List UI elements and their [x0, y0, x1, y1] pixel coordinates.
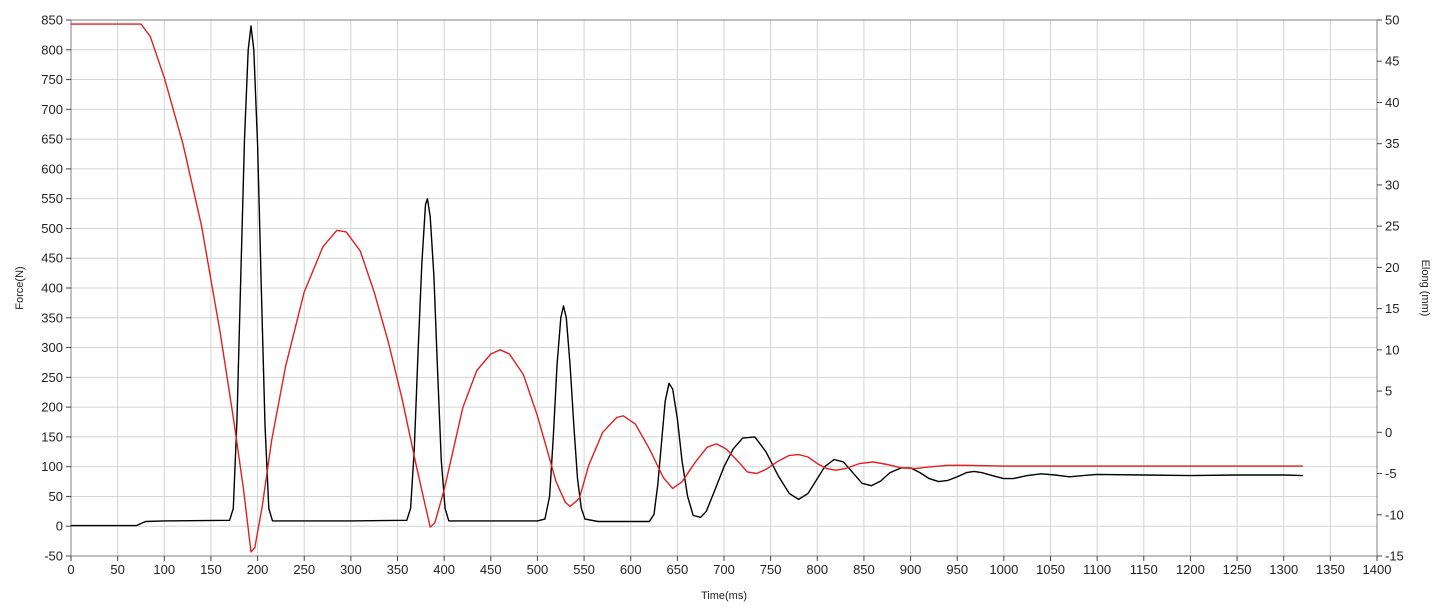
- x-tick-label: 1250: [1223, 562, 1252, 577]
- x-tick-label: 50: [110, 562, 124, 577]
- y-left-tick-label: 250: [41, 370, 63, 385]
- y-left-tick-label: -50: [44, 549, 63, 564]
- x-tick-label: 800: [806, 562, 828, 577]
- y-right-axis-ticks: -15 -10 -5 0 5 10 15 20 25 30 35 40 45 50: [1377, 13, 1404, 564]
- y-right-tick-label: 5: [1385, 384, 1392, 399]
- y-right-tick-label: -10: [1385, 507, 1404, 522]
- x-tick-label: 700: [713, 562, 735, 577]
- y-right-tick-label: -15: [1385, 549, 1404, 564]
- y-left-tick-label: 100: [41, 459, 63, 474]
- y-left-tick-label: 200: [41, 400, 63, 415]
- x-tick-label: 750: [760, 562, 782, 577]
- y-left-tick-label: 500: [41, 221, 63, 236]
- y-right-tick-label: 45: [1385, 54, 1399, 69]
- y-left-tick-label: 150: [41, 429, 63, 444]
- x-tick-label: 200: [247, 562, 269, 577]
- x-tick-label: 300: [340, 562, 362, 577]
- x-tick-label: 950: [946, 562, 968, 577]
- x-tick-label: 250: [293, 562, 315, 577]
- x-axis-label: Time(ms): [701, 590, 747, 602]
- y-right-tick-label: -5: [1385, 466, 1397, 481]
- x-tick-label: 600: [620, 562, 642, 577]
- y-right-tick-label: 15: [1385, 301, 1399, 316]
- y-right-tick-label: 10: [1385, 342, 1399, 357]
- y-left-tick-label: 0: [56, 519, 63, 534]
- force-series-line: [70, 25, 1304, 527]
- y-left-tick-label: 550: [41, 191, 63, 206]
- elongation-series-line: [70, 23, 1304, 553]
- series-layer: [70, 23, 1304, 553]
- y-left-tick-label: 400: [41, 281, 63, 296]
- y-left-axis-ticks: -50 0 50 100 150 200 250 300 350 400 450 500 550 600 6…: [41, 13, 71, 564]
- x-tick-label: 650: [667, 562, 689, 577]
- x-tick-label: 450: [480, 562, 502, 577]
- x-tick-label: 100: [153, 562, 175, 577]
- y-left-tick-label: 300: [41, 340, 63, 355]
- y-right-axis-label: Elong (mm): [1419, 260, 1431, 317]
- y-left-tick-label: 50: [49, 489, 63, 504]
- x-tick-label: 350: [387, 562, 409, 577]
- y-left-tick-label: 650: [41, 132, 63, 147]
- x-tick-label: 1050: [1036, 562, 1065, 577]
- y-left-tick-label: 850: [41, 13, 63, 28]
- y-right-tick-label: 40: [1385, 95, 1399, 110]
- y-left-tick-label: 600: [41, 161, 63, 176]
- y-right-tick-label: 0: [1385, 425, 1392, 440]
- x-tick-label: 1150: [1130, 562, 1158, 577]
- x-tick-label: 1300: [1269, 562, 1298, 577]
- y-left-tick-label: 700: [41, 102, 63, 117]
- x-tick-label: 550: [573, 562, 595, 577]
- y-right-tick-label: 20: [1385, 260, 1399, 275]
- y-left-axis-label: Force(N): [14, 266, 26, 309]
- x-tick-label: 1350: [1316, 562, 1345, 577]
- x-tick-label: 400: [433, 562, 455, 577]
- y-left-tick-label: 350: [41, 310, 63, 325]
- x-tick-label: 1100: [1083, 562, 1111, 577]
- y-right-tick-label: 30: [1385, 177, 1399, 192]
- y-right-tick-label: 25: [1385, 219, 1399, 234]
- x-tick-label: 850: [853, 562, 875, 577]
- x-tick-label: 1400: [1363, 562, 1392, 577]
- x-tick-label: 900: [900, 562, 922, 577]
- x-tick-label: 500: [527, 562, 549, 577]
- y-right-tick-label: 50: [1385, 13, 1399, 28]
- y-left-tick-label: 450: [41, 251, 63, 266]
- x-axis-ticks: 0 50 100 150 200 250 300 350 400 450 500 550 600 650 7…: [67, 556, 1391, 577]
- x-tick-label: 0: [67, 562, 74, 577]
- y-right-tick-label: 35: [1385, 136, 1399, 151]
- x-tick-label: 150: [200, 562, 222, 577]
- x-tick-label: 1200: [1176, 562, 1205, 577]
- y-left-tick-label: 750: [41, 72, 63, 87]
- y-left-tick-label: 800: [41, 42, 63, 57]
- x-tick-label: 1000: [989, 562, 1018, 577]
